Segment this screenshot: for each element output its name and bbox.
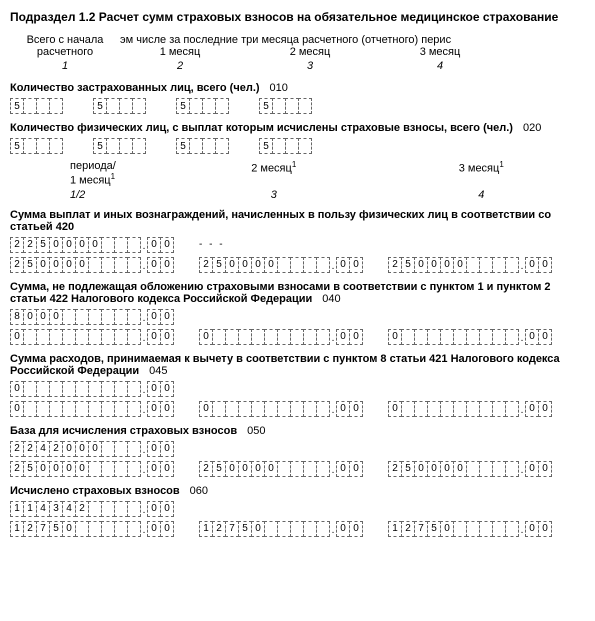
box-020-2: 5 [93, 138, 146, 154]
code-060: 060 [190, 485, 208, 497]
box-010-3: 5 [176, 98, 229, 114]
row-050-2: 250000.00 250000.00 250000.00 [10, 461, 585, 477]
num-030-2c: 250000.00 [388, 257, 552, 273]
num-045-2a: 0.00 [10, 401, 174, 417]
num-050-2c: 250000.00 [388, 461, 552, 477]
label-010: Количество застрахованных лиц, всего (че… [10, 82, 585, 94]
num-060-2b: 12750.00 [199, 521, 363, 537]
col-idx-4: 4 [390, 60, 490, 72]
period-header: периода/ 1 месяц1 2 месяц1 3 месяц1 [10, 160, 585, 187]
label-045: Сумма расходов, принимаемая к вычету в с… [10, 353, 585, 377]
row-030-2: 250000.00 250000.00 250000.00 [10, 257, 585, 273]
box-020-1: 5 [10, 138, 63, 154]
col-h3: 2 месяц [260, 46, 360, 58]
num-040-1: 8000.00 [10, 309, 174, 325]
num-045-2b: 0.00 [199, 401, 363, 417]
col-h2: 1 месяц [130, 46, 230, 58]
box-010-4: 5 [259, 98, 312, 114]
col-idx-3: 3 [260, 60, 360, 72]
code-040: 040 [322, 293, 340, 305]
num-040-2c: 0.00 [388, 329, 552, 345]
code-020: 020 [523, 122, 541, 134]
row-060-2: 12750.00 12750.00 12750.00 [10, 521, 585, 537]
row-030-1: 2250000.00 - - - [10, 237, 585, 253]
num-045-2c: 0.00 [388, 401, 552, 417]
num-060-2a: 12750.00 [10, 521, 174, 537]
column-index: 1 2 3 4 [10, 60, 585, 72]
num-030-2a: 250000.00 [10, 257, 174, 273]
num-045-1: 0.00 [10, 381, 174, 397]
label-060: Исчислено страховых взносов060 [10, 485, 585, 497]
row-010: 5 5 5 5 [10, 98, 585, 114]
period-i12: 1/2 [70, 189, 170, 201]
num-050-1: 2242000.00 [10, 441, 174, 457]
num-030-2b: 250000.00 [199, 257, 363, 273]
col-idx-1: 1 [10, 60, 120, 72]
code-010: 010 [270, 82, 288, 94]
form-title: Подраздел 1.2 Расчет сумм страховых взно… [10, 10, 585, 24]
code-050: 050 [247, 425, 265, 437]
period-m1: 1 месяц [70, 175, 111, 187]
column-headers: Всего с начала расчетного эм числе за по… [10, 34, 585, 58]
row-040-1: 8000.00 [10, 309, 585, 325]
col-h1-l1: Всего с начала [27, 34, 104, 46]
col-h4: 3 месяц [390, 46, 490, 58]
col-header-top: эм числе за последние три месяца расчетн… [120, 34, 585, 46]
num-040-2a: 0.00 [10, 329, 174, 345]
row-040-2: 0.00 0.00 0.00 [10, 329, 585, 345]
code-045: 045 [149, 365, 167, 377]
row-060-1: 114342.00 [10, 501, 585, 517]
period-index: 1/2 3 4 [10, 189, 585, 201]
label-020: Количество физических лиц, с выплат кото… [10, 122, 585, 134]
box-010-1: 5 [10, 98, 63, 114]
period-i4: 4 [378, 189, 586, 201]
num-050-2a: 250000.00 [10, 461, 174, 477]
period-m2: 2 месяц [251, 163, 292, 175]
num-060-2c: 12750.00 [388, 521, 552, 537]
num-030-1: 2250000.00 [10, 237, 174, 253]
num-060-1: 114342.00 [10, 501, 174, 517]
col-idx-2: 2 [130, 60, 230, 72]
row-045-2: 0.00 0.00 0.00 [10, 401, 585, 417]
period-i3: 3 [170, 189, 378, 201]
period-m3: 3 месяц [459, 163, 500, 175]
label-050: База для исчисления страховых взносов050 [10, 425, 585, 437]
row-020: 5 5 5 5 [10, 138, 585, 154]
period-top: периода/ [70, 160, 116, 172]
label-040: Сумма, не подлежащая обложению страховым… [10, 281, 585, 305]
box-020-3: 5 [176, 138, 229, 154]
row-045-1: 0.00 [10, 381, 585, 397]
col-h1-l2: расчетного [37, 46, 93, 58]
box-010-2: 5 [93, 98, 146, 114]
num-050-2b: 250000.00 [199, 461, 363, 477]
row-050-1: 2242000.00 [10, 441, 585, 457]
label-030: Сумма выплат и иных вознаграждений, начи… [10, 209, 585, 233]
dashes: - - - [199, 239, 225, 250]
box-020-4: 5 [259, 138, 312, 154]
num-040-2b: 0.00 [199, 329, 363, 345]
